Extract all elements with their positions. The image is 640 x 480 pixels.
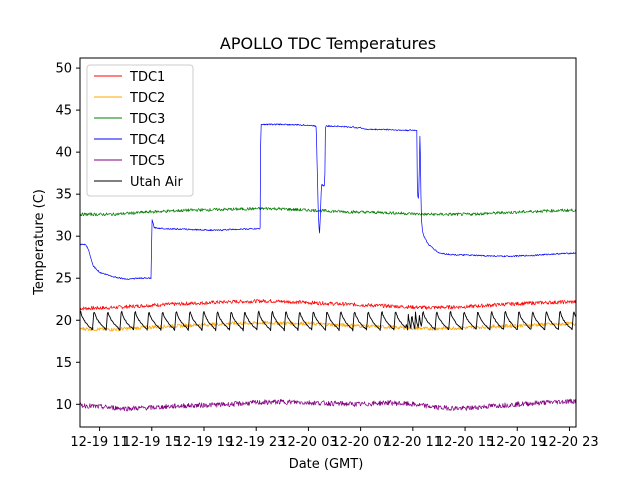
x-axis-label: Date (GMT) — [289, 457, 364, 472]
y-tick-label: 35 — [55, 188, 72, 203]
x-tick-label: 12-19 15 — [123, 435, 181, 450]
x-tick-label: 12-20 23 — [540, 435, 598, 450]
legend-label-tdc2: TDC2 — [129, 91, 165, 106]
x-tick-label: 12-20 03 — [279, 435, 337, 450]
legend-label-tdc4: TDC4 — [129, 133, 165, 148]
x-tick-label: 12-19 23 — [227, 435, 285, 450]
x-tick-label: 12-20 07 — [331, 435, 389, 450]
series-line-tdc4 — [79, 123, 577, 280]
legend-label-tdc1: TDC1 — [129, 70, 165, 85]
legend: TDC1 TDC2 TDC3 TDC4 TDC5 Utah Air — [86, 64, 194, 197]
y-axis-label: Temperature (C) — [32, 189, 47, 296]
series-line-tdc2 — [79, 320, 577, 332]
y-tick-label: 25 — [55, 272, 72, 287]
x-tick-label: 12-20 11 — [384, 435, 442, 450]
series-line-tdc5 — [79, 398, 577, 412]
x-tick-label: 12-20 19 — [488, 435, 546, 450]
legend-box — [86, 64, 194, 197]
series-line-tdc1 — [79, 298, 577, 311]
x-tick-label: 12-20 15 — [436, 435, 494, 450]
x-tick-label: 12-19 11 — [70, 435, 128, 450]
x-tick-label: 12-19 19 — [175, 435, 233, 450]
chart-title: APOLLO TDC Temperatures — [220, 34, 436, 53]
legend-label-tdc5: TDC5 — [129, 154, 165, 169]
legend-label-utah-air: Utah Air — [130, 175, 183, 190]
y-tick-label: 30 — [55, 230, 72, 245]
y-tick-label: 45 — [55, 104, 72, 119]
y-tick-label: 40 — [55, 146, 72, 161]
plot-area — [79, 123, 577, 412]
y-tick-label: 20 — [55, 314, 72, 329]
plot-frame — [79, 57, 577, 428]
series-line-tdc3 — [79, 206, 577, 217]
y-tick-label: 10 — [55, 398, 72, 413]
y-tick-label: 50 — [55, 62, 72, 77]
legend-label-tdc3: TDC3 — [129, 112, 165, 127]
series-line-utah-air — [79, 310, 577, 332]
y-tick-label: 15 — [55, 356, 72, 371]
